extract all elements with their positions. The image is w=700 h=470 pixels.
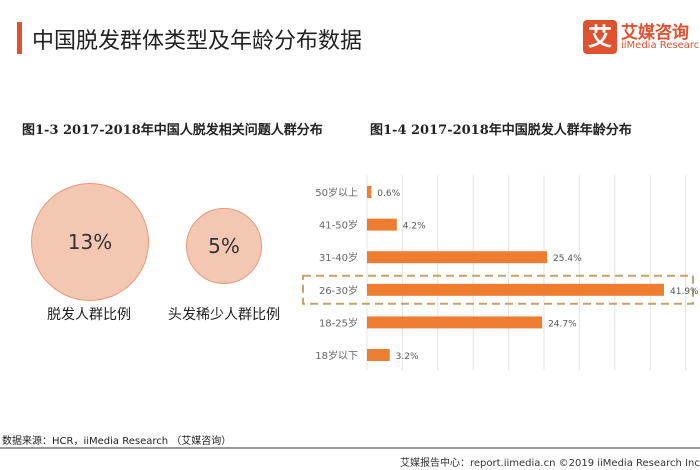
age-bar-chart: 50岁以上 0.6% 41-50岁 4.2% 31-40岁 25.4% 26-30岁 41.9… bbox=[302, 175, 699, 370]
data-label: 41.9% bbox=[670, 287, 699, 297]
data-label: 0.6% bbox=[377, 189, 400, 199]
data-label: 3.2% bbox=[396, 352, 419, 362]
hair-loss-circle: 13% bbox=[31, 183, 149, 301]
left-chart-title: 图1-3 2017-2018年中国人脱发相关问题人群分布 bbox=[22, 123, 323, 138]
bar bbox=[367, 349, 390, 361]
title-accent-bar bbox=[17, 22, 22, 54]
sparse-hair-circle: 5% bbox=[186, 208, 262, 284]
footer-divider bbox=[0, 447, 700, 449]
category-label: 41-50岁 bbox=[319, 219, 358, 232]
bar bbox=[367, 283, 664, 296]
category-label: 26-30岁 bbox=[319, 284, 358, 297]
footer-copyright: 艾媒报告中心：report.iimedia.cn ©2019 iiMedia R… bbox=[400, 458, 700, 469]
circle-label: 脱发人群比例 bbox=[47, 307, 131, 323]
category-label: 18岁以下 bbox=[315, 349, 358, 362]
logo-subtext: iiMedia Research bbox=[621, 40, 700, 51]
category-label: 50岁以上 bbox=[315, 186, 358, 199]
category-label: 18-25岁 bbox=[319, 316, 358, 329]
data-label: 24.7% bbox=[548, 319, 577, 329]
circle-value: 13% bbox=[67, 230, 113, 254]
page-title: 中国脱发群体类型及年龄分布数据 bbox=[32, 29, 363, 54]
right-chart-title: 图1-4 2017-2018年中国脱发人群年龄分布 bbox=[370, 123, 632, 138]
data-source: 数据来源：HCR，iiMedia Research （艾媒咨询） bbox=[2, 436, 232, 447]
bar bbox=[367, 218, 397, 231]
circle-value: 5% bbox=[208, 234, 240, 258]
category-label: 31-40岁 bbox=[319, 251, 358, 264]
bar bbox=[367, 251, 548, 264]
logo-icon: 艾 bbox=[583, 20, 617, 54]
data-label: 25.4% bbox=[553, 254, 582, 264]
logo-text: 艾媒咨询 bbox=[621, 23, 689, 43]
bar bbox=[367, 316, 543, 329]
data-label: 4.2% bbox=[403, 222, 426, 232]
circle-label: 头发稀少人群比例 bbox=[168, 307, 280, 323]
bar bbox=[367, 186, 372, 198]
highlight-box bbox=[302, 274, 694, 305]
